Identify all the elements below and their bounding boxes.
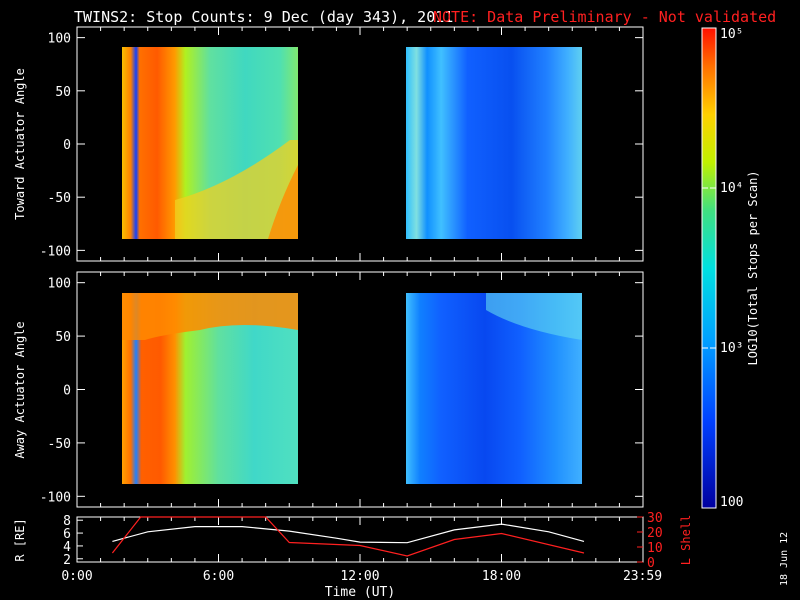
y-tick-label: -50 [48,437,71,452]
right-tick-label: 10 [647,541,663,556]
right-tick-label: 30 [647,511,663,526]
toward-fringe [268,165,298,239]
y-tick-label: 100 [48,277,71,292]
away-y-ticks: -100 -50 0 50 100 [40,272,644,507]
y-tick-label: 0 [63,138,71,153]
y-tick-label: 50 [55,85,71,100]
y-tick-label: -100 [40,244,71,259]
figure-title: TWINS2: Stop Counts: 9 Dec (day 343), 20… [74,8,453,26]
toward-yellow-plume [175,140,298,239]
toward-y-ticks: -100 -50 0 50 100 [40,27,644,261]
y-tick-label: -50 [48,191,71,206]
right-tick-label: 20 [647,526,663,541]
x-tick-label: 18:00 [482,569,521,584]
away-orange-band [122,293,298,340]
y-tick-label: -100 [40,490,71,505]
colorbar-tick-label: 10⁵ [720,27,743,42]
x-tick-label: 12:00 [340,569,379,584]
orbit-right-label: L Shell [679,515,693,566]
left-tick-label: 2 [63,553,71,568]
colorbar-tick-label: 100 [720,495,743,510]
y-tick-label: 50 [55,330,71,345]
toward-y-label: Toward Actuator Angle [13,68,27,220]
toward-panel: -100 -50 0 50 100 Toward Actuator Angle [13,26,644,262]
colorbar-tick-label: 10³ [720,341,743,356]
x-tick-label: 0:00 [61,569,92,584]
away-y-label: Away Actuator Angle [13,321,27,458]
x-axis-label: Time (UT) [325,585,395,600]
x-tick-label: 6:00 [203,569,234,584]
away-panel: -100 -50 0 50 100 Away Actuator Angle [13,271,644,508]
y-tick-label: 0 [63,384,71,399]
colorbar-gradient [701,27,717,509]
preliminary-note: NOTE: Data Preliminary - Not validated [433,8,776,26]
y-tick-label: 100 [48,32,71,47]
away-cyan-fan [486,293,582,340]
orbit-left-label: R [RE] [13,518,27,561]
colorbar-tick-label: 10⁴ [720,181,743,196]
left-tick-label: 4 [63,540,71,555]
colorbar-ticks: 100 10³ 10⁴ 10⁵ [702,27,743,510]
right-tick-label: 0 [647,556,655,571]
x-tick-label: 23:59 [623,569,662,584]
date-stamp: 18 Jun 12 [779,532,790,586]
toward-heatmap-block-2 [406,47,582,239]
colorbar-label: LOG10(Total Stops per Scan) [746,170,760,365]
left-tick-label: 8 [63,514,71,529]
colorbar: 100 10³ 10⁴ 10⁵ LOG10(Total Stops per Scan) [701,27,760,510]
orbit-lshell-line [111,516,585,557]
left-tick-label: 6 [63,527,71,542]
orbit-r-line [112,523,585,544]
